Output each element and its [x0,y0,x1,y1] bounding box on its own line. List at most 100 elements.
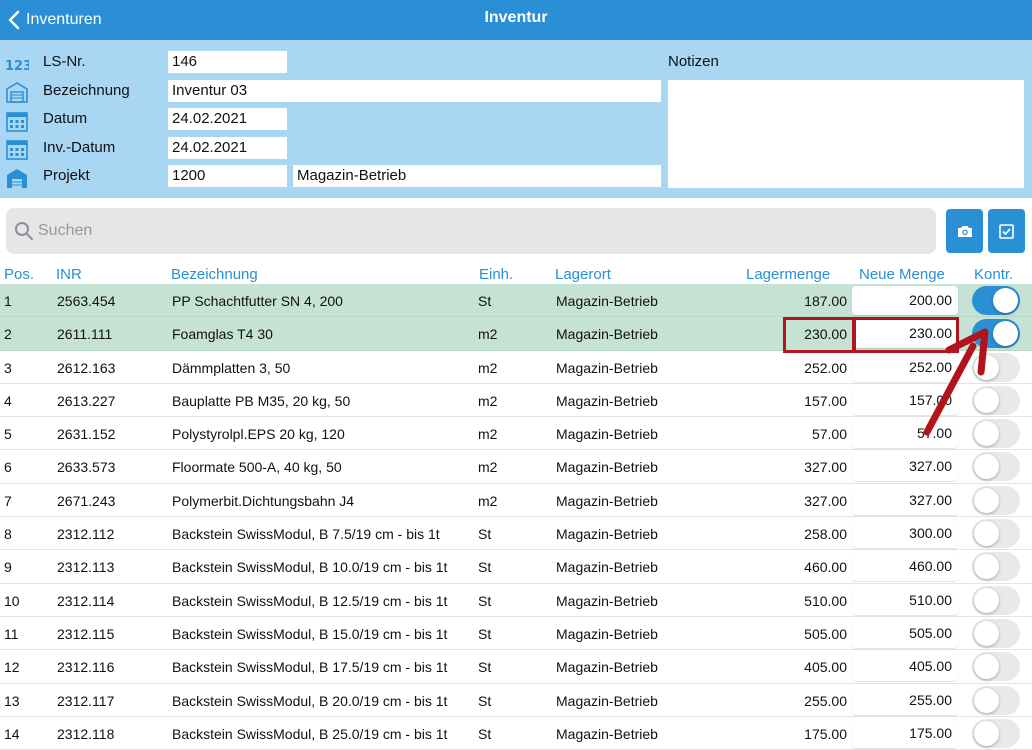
neue-menge-input[interactable]: 510.00 [852,585,958,615]
neue-menge-input[interactable]: 327.00 [852,485,958,515]
ls-nr-field[interactable] [168,51,287,73]
row-pos: 7 [4,492,12,509]
table-row[interactable]: 5 2631.152 Polystyrolpl.EPS 20 kg, 120 m2 Ma… [0,417,1032,451]
row-lagermenge: 187.00 [804,293,847,309]
kontr-toggle[interactable] [972,485,1020,515]
table-row[interactable]: 8 2312.112 Backstein SwissModul, B 7.5/19 … [0,517,1032,551]
search-input[interactable] [38,222,918,240]
toggle-knob [974,554,999,580]
row-einh: St [478,625,492,642]
row-lagermenge: 57.00 [811,426,847,443]
col-neue-menge[interactable]: Neue Menge [859,266,945,283]
kontr-toggle[interactable] [972,718,1020,748]
bezeichnung-field[interactable] [168,80,661,102]
notizen-field[interactable] [668,80,1024,188]
row-inr: 2312.112 [57,526,115,543]
kontr-toggle[interactable] [972,286,1020,315]
toggle-knob [974,687,999,713]
search-bar[interactable] [6,208,936,254]
col-inr[interactable]: INR [56,266,82,283]
neue-menge-input[interactable]: 230.00 [852,319,958,349]
table-row[interactable]: 2 2611.111 Foamglas T4 30 m2 Magazin-Betrieb… [0,317,1032,351]
neue-menge-input[interactable]: 327.00 [852,452,958,482]
neue-menge-input[interactable]: 175.00 [852,718,958,748]
neue-menge-input[interactable]: 405.00 [852,652,958,682]
navigation-bar: Inventuren Inventur [0,0,1032,40]
col-bezeichnung[interactable]: Bezeichnung [171,266,258,283]
row-lagermenge: 252.00 [804,359,847,376]
kontr-toggle[interactable] [972,419,1020,449]
table-row[interactable]: 3 2612.163 Dämmplatten 3, 50 m2 Magazin-Betr… [0,351,1032,384]
kontr-toggle[interactable] [972,452,1020,482]
row-lagermenge: 258.00 [804,526,847,543]
table-row[interactable]: 4 2613.227 Bauplatte PB M35, 20 kg, 50 m2 Ma… [0,384,1032,418]
table-row[interactable]: 7 2671.243 Polymerbit.Dichtungsbahn J4 m2 Ma… [0,484,1032,518]
row-bezeichnung: Polystyrolpl.EPS 20 kg, 120 [172,426,345,443]
col-kontr[interactable]: Kontr. [974,266,1014,283]
row-lagerort: Magazin-Betrieb [556,293,658,309]
datum-field[interactable] [168,108,287,130]
row-lagermenge: 460.00 [804,559,847,576]
row-lagermenge: 157.00 [804,392,847,409]
row-lagermenge: 327.00 [804,492,847,509]
table-row[interactable]: 10 2312.114 Backstein SwissModul, B 12.5/1… [0,584,1032,617]
neue-menge-input[interactable]: 252.00 [852,352,958,382]
camera-button[interactable] [946,209,983,253]
table-row[interactable]: 1 2563.454 PP Schachtfutter SN 4, 200 St Mag… [0,284,1032,318]
chevron-left-icon [8,10,20,30]
row-einh: St [478,692,492,709]
kontr-toggle[interactable] [972,585,1020,615]
row-pos: 10 [4,592,20,609]
datum-label: Datum [43,110,88,127]
row-lagerort: Magazin-Betrieb [556,392,658,409]
row-inr: 2312.118 [57,725,115,742]
kontr-toggle[interactable] [972,685,1020,715]
kontr-toggle[interactable] [972,618,1020,648]
kontr-toggle[interactable] [972,652,1020,682]
col-einh[interactable]: Einh. [479,266,514,283]
toggle-knob [974,720,999,746]
checklist-button[interactable] [988,209,1025,253]
search-icon [15,222,33,240]
kontr-toggle[interactable] [972,552,1020,582]
toggle-knob [993,288,1018,313]
row-inr: 2312.117 [57,692,115,709]
calendar-icon [6,112,28,132]
col-pos[interactable]: Pos. [4,266,35,283]
projekt-name-field[interactable] [293,165,661,187]
col-lagermenge[interactable]: Lagermenge [746,266,831,283]
neue-menge-input[interactable]: 255.00 [852,685,958,715]
row-bezeichnung: Backstein SwissModul, B 20.0/19 cm - bis… [172,692,448,709]
row-pos: 14 [4,725,20,742]
table-row[interactable]: 6 2633.573 Floormate 500-A, 40 kg, 50 m2 Mag… [0,450,1032,484]
row-bezeichnung: PP Schachtfutter SN 4, 200 [172,293,343,309]
back-button[interactable]: Inventuren [8,8,102,32]
projekt-number-field[interactable] [168,165,287,187]
kontr-toggle[interactable] [972,519,1020,549]
inv-datum-field[interactable] [168,137,287,159]
neue-menge-input[interactable]: 505.00 [852,618,958,648]
table-row[interactable]: 12 2312.116 Backstein SwissModul, B 17.5/1… [0,650,1032,684]
neue-menge-input[interactable]: 57.00 [852,419,958,449]
row-inr: 2312.114 [57,592,115,609]
annotation-arrow-icon [923,328,989,436]
row-lagerort: Magazin-Betrieb [556,359,658,376]
table-row[interactable]: 13 2312.117 Backstein SwissModul, B 20.0/1… [0,684,1032,717]
row-einh: St [478,293,492,309]
row-einh: St [478,592,492,609]
row-pos: 4 [4,392,12,409]
row-lagerort: Magazin-Betrieb [556,426,658,443]
table-row[interactable]: 14 2312.118 Backstein SwissModul, B 25.0/1… [0,717,1032,750]
row-pos: 1 [4,293,12,309]
col-lagerort[interactable]: Lagerort [555,266,611,283]
neue-menge-input[interactable]: 460.00 [852,552,958,582]
table-row[interactable]: 9 2312.113 Backstein SwissModul, B 10.0/19… [0,550,1032,584]
row-inr: 2612.163 [57,359,116,376]
neue-menge-input[interactable]: 300.00 [852,519,958,549]
table-row[interactable]: 11 2312.115 Backstein SwissModul, B 15.0/1… [0,617,1032,651]
kontr-toggle[interactable] [972,385,1020,415]
row-pos: 6 [4,459,12,476]
row-lagerort: Magazin-Betrieb [556,492,658,509]
neue-menge-input[interactable]: 200.00 [852,286,958,315]
checkbox-icon [999,223,1014,239]
